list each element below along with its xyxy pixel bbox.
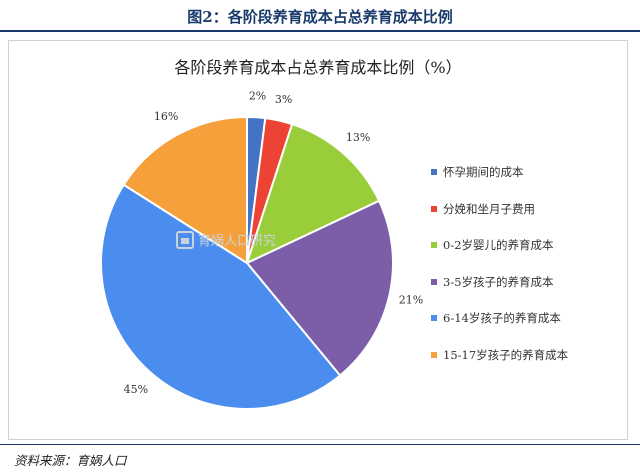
pie-value-label: 45% bbox=[124, 383, 148, 396]
source-note: 资料来源：育娲人口 bbox=[14, 453, 127, 468]
pie-chart: 2% 3% 13% 21% 45% 16% bbox=[100, 89, 424, 411]
pie-slice bbox=[122, 115, 248, 265]
source-rule bbox=[0, 444, 640, 445]
pie-slice bbox=[245, 199, 394, 377]
watermark-text: 育娲人口研究 bbox=[198, 234, 277, 249]
pie-value-labels: 2% 3% 13% 21% 45% 16% bbox=[124, 89, 424, 396]
legend-item: 6-14岁孩子的养育成本 bbox=[431, 300, 621, 337]
legend-item: 3-5岁孩子的养育成本 bbox=[431, 264, 621, 301]
legend-label: 分娩和坐月子费用 bbox=[443, 201, 535, 216]
legend-swatch bbox=[431, 242, 437, 249]
legend-label: 0-2岁婴儿的养育成本 bbox=[443, 238, 554, 253]
pie-value-label: 3% bbox=[275, 93, 292, 106]
pie-value-label: 2% bbox=[249, 89, 266, 102]
legend-item: 怀孕期间的成本 bbox=[431, 154, 621, 191]
legend-label: 6-14岁孩子的养育成本 bbox=[443, 311, 561, 326]
legend-label: 怀孕期间的成本 bbox=[443, 165, 524, 180]
pie-value-label: 21% bbox=[399, 294, 423, 307]
watermark: 育娲人口研究 bbox=[176, 230, 276, 249]
pie-slice bbox=[100, 183, 342, 411]
chart-frame: 2% 3% 13% 21% 45% 16% 各阶段养育成本占总养育成本比例（%） 怀孕期间… bbox=[8, 40, 628, 440]
legend: 怀孕期间的成本 分娩和坐月子费用 0-2岁婴儿的养育成本 3-5岁孩子的养育成本… bbox=[431, 154, 621, 373]
legend-swatch bbox=[431, 278, 437, 285]
legend-swatch bbox=[431, 351, 437, 358]
legend-label: 3-5岁孩子的养育成本 bbox=[443, 274, 554, 289]
pie-slice bbox=[245, 122, 381, 265]
legend-item: 分娩和坐月子费用 bbox=[431, 191, 621, 228]
legend-item: 0-2岁婴儿的养育成本 bbox=[431, 227, 621, 264]
pie-value-label: 16% bbox=[154, 110, 178, 123]
legend-swatch bbox=[431, 315, 437, 322]
legend-item: 15-17岁孩子的养育成本 bbox=[431, 337, 621, 374]
caption-rule bbox=[0, 30, 640, 32]
pie-slices bbox=[100, 115, 394, 411]
figure-caption: 图2：各阶段养育成本占总养育成本比例 bbox=[187, 8, 453, 26]
legend-swatch bbox=[431, 169, 437, 176]
pie-value-label: 13% bbox=[346, 131, 370, 144]
legend-swatch bbox=[431, 205, 437, 212]
legend-label: 15-17岁孩子的养育成本 bbox=[443, 347, 569, 362]
watermark-logo-icon bbox=[176, 230, 194, 249]
chart-title: 各阶段养育成本占总养育成本比例（%） bbox=[174, 58, 462, 77]
